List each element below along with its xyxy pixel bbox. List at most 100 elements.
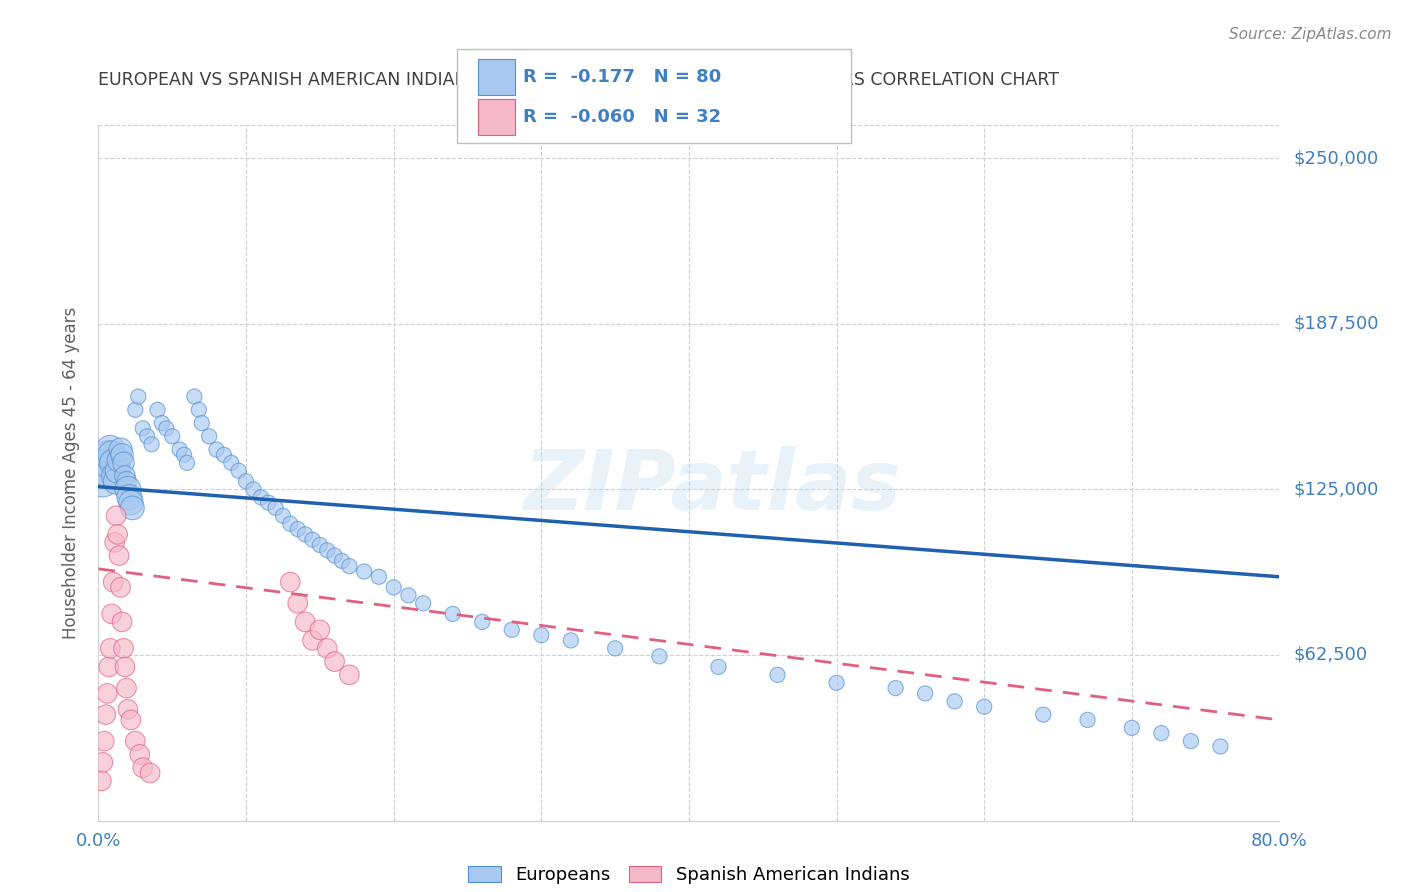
Point xyxy=(117,702,139,716)
Point xyxy=(104,469,127,483)
Point xyxy=(118,490,141,504)
Point xyxy=(219,456,242,470)
Point xyxy=(294,527,316,541)
Point xyxy=(294,615,316,629)
Point xyxy=(309,538,332,552)
Point xyxy=(120,713,142,727)
Point xyxy=(501,623,523,637)
Point xyxy=(205,442,228,457)
Point xyxy=(94,464,117,478)
Point xyxy=(278,575,302,590)
Point xyxy=(117,483,139,497)
Point xyxy=(121,500,143,515)
Point xyxy=(648,649,671,664)
Point xyxy=(412,596,434,610)
Point xyxy=(146,402,169,417)
Point xyxy=(91,756,114,770)
Point xyxy=(100,448,122,462)
Point xyxy=(973,699,995,714)
Legend: Europeans, Spanish American Indians: Europeans, Spanish American Indians xyxy=(461,859,917,892)
Point xyxy=(242,483,264,497)
Point xyxy=(107,527,129,541)
Point xyxy=(884,681,907,695)
Point xyxy=(560,633,582,648)
Point xyxy=(112,456,135,470)
Point xyxy=(396,588,419,602)
Point xyxy=(323,655,346,669)
Point xyxy=(97,448,120,462)
Text: $250,000: $250,000 xyxy=(1294,149,1379,167)
Point xyxy=(605,641,627,656)
Point xyxy=(382,581,405,595)
Point xyxy=(111,615,134,629)
Point xyxy=(337,559,360,574)
Point xyxy=(353,565,375,579)
Point xyxy=(1209,739,1232,754)
Text: $187,500: $187,500 xyxy=(1294,315,1379,333)
Point xyxy=(128,747,150,762)
Text: $62,500: $62,500 xyxy=(1294,646,1368,664)
Point xyxy=(287,522,309,536)
Point xyxy=(141,437,163,451)
Point xyxy=(1032,707,1054,722)
Text: R =  -0.177   N = 80: R = -0.177 N = 80 xyxy=(523,69,721,87)
Point xyxy=(301,533,323,547)
Point xyxy=(112,641,135,656)
Point xyxy=(110,581,132,595)
Point xyxy=(132,761,155,775)
Point xyxy=(1180,734,1202,748)
Point xyxy=(111,448,134,462)
Point xyxy=(173,448,195,462)
Point xyxy=(120,495,142,509)
Point xyxy=(98,641,121,656)
Point xyxy=(825,675,848,690)
Point xyxy=(96,686,118,700)
Point xyxy=(287,596,309,610)
Point xyxy=(471,615,494,629)
Point xyxy=(914,686,936,700)
Point xyxy=(337,668,360,682)
Point xyxy=(191,416,214,430)
Point xyxy=(323,549,346,563)
Point xyxy=(103,456,125,470)
Point xyxy=(1077,713,1099,727)
Point xyxy=(309,623,332,637)
Point xyxy=(162,429,183,443)
Point xyxy=(330,554,353,568)
Point xyxy=(198,429,221,443)
Point xyxy=(235,475,257,489)
Y-axis label: Householder Income Ages 45 - 64 years: Householder Income Ages 45 - 64 years xyxy=(62,307,80,639)
Point xyxy=(278,516,302,531)
Text: ZIPatlas: ZIPatlas xyxy=(523,446,901,527)
Point xyxy=(1150,726,1173,740)
Point xyxy=(115,681,138,695)
Point xyxy=(1121,721,1143,735)
Point xyxy=(169,442,191,457)
Point xyxy=(150,416,173,430)
Point xyxy=(301,633,323,648)
Point xyxy=(127,390,149,404)
Point xyxy=(104,535,127,549)
Point xyxy=(264,500,287,515)
Text: Source: ZipAtlas.com: Source: ZipAtlas.com xyxy=(1229,27,1392,42)
Point xyxy=(707,660,730,674)
Point xyxy=(139,766,162,780)
Point xyxy=(155,421,177,435)
Text: $125,000: $125,000 xyxy=(1294,480,1379,499)
Point xyxy=(212,448,235,462)
Point xyxy=(441,607,464,621)
Point xyxy=(228,464,250,478)
Point xyxy=(250,490,273,504)
Point xyxy=(94,707,117,722)
Point xyxy=(105,508,128,523)
Point xyxy=(257,495,280,509)
Point xyxy=(124,734,146,748)
Point xyxy=(316,641,339,656)
Point xyxy=(114,660,136,674)
Point xyxy=(108,549,131,563)
Point xyxy=(136,429,159,443)
Point xyxy=(90,773,112,788)
Point xyxy=(271,508,294,523)
Point xyxy=(105,475,128,489)
Point xyxy=(93,734,115,748)
